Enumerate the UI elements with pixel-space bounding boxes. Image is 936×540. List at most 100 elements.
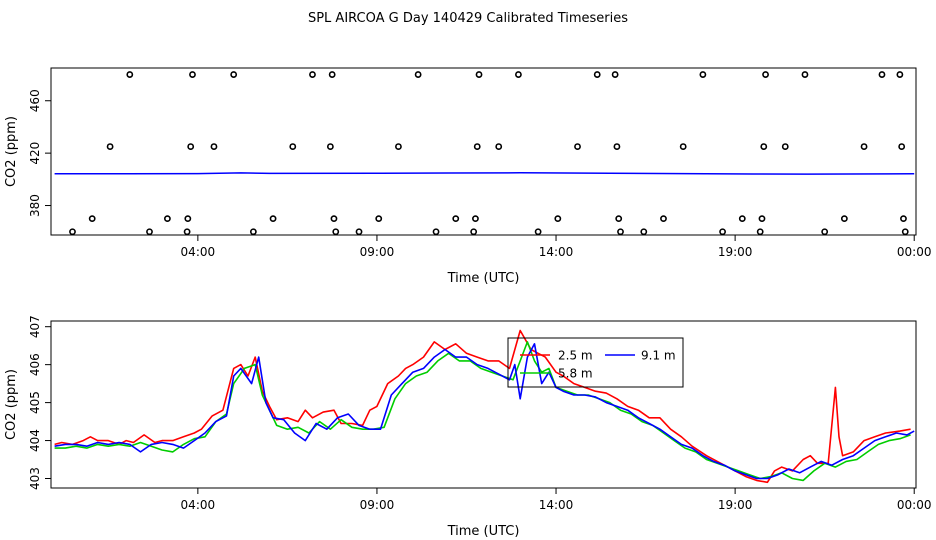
data-point	[617, 228, 624, 236]
data-point	[289, 143, 297, 150]
data-point	[762, 71, 769, 78]
series-line-2-5-m	[54, 329, 911, 484]
data-point	[183, 228, 191, 236]
upper-x-tick-label: 09:00	[360, 245, 395, 259]
data-point	[309, 71, 316, 78]
upper-x-axis: 04:00 09:00 14:00 19:00 00:00	[181, 234, 932, 259]
data-point	[395, 143, 402, 150]
upper-x-tick-label: 04:00	[181, 245, 216, 259]
lower-x-tick-label: 04:00	[181, 498, 216, 512]
legend-label-9-1m: 9.1 m	[641, 349, 676, 363]
lower-x-tick-label: 09:00	[360, 498, 395, 512]
lower-y-tick-label: 404	[28, 429, 42, 452]
lower-plot-area	[54, 329, 915, 484]
data-point	[801, 71, 809, 78]
data-point	[326, 143, 334, 150]
data-point	[475, 71, 483, 78]
upper-y-axis-label: CO2 (ppm)	[4, 116, 19, 187]
data-point	[69, 228, 76, 236]
data-point	[534, 228, 542, 236]
data-point	[660, 215, 667, 223]
lower-y-tick-label: 403	[28, 467, 42, 490]
lower-x-tick-label: 19:00	[718, 498, 753, 512]
data-point	[781, 143, 789, 150]
legend-label-2-5m: 2.5 m	[558, 349, 593, 363]
data-point	[593, 71, 601, 78]
data-point	[758, 215, 766, 223]
data-point	[189, 71, 196, 78]
data-point	[210, 143, 218, 150]
lower-y-axis-label: CO2 (ppm)	[4, 369, 19, 440]
lower-y-axis: 403 404 405 406 407	[28, 315, 52, 490]
data-point	[184, 215, 192, 223]
data-point	[719, 228, 726, 236]
data-point	[355, 228, 363, 236]
data-point	[330, 215, 338, 223]
data-point	[860, 143, 868, 150]
lower-plot-frame	[50, 320, 917, 489]
data-point	[495, 143, 503, 150]
data-point	[432, 228, 440, 236]
data-point	[187, 143, 195, 150]
data-point	[106, 143, 114, 150]
data-point	[452, 215, 460, 223]
data-point	[699, 71, 707, 78]
data-point	[126, 71, 134, 78]
legend: 2.5 m 9.1 m 5.8 m	[507, 337, 684, 388]
data-point	[760, 143, 768, 150]
legend-box	[507, 337, 684, 388]
upper-x-tick-label: 19:00	[718, 245, 753, 259]
data-point	[738, 215, 746, 223]
lower-x-axis-label: Time (UTC)	[447, 524, 520, 539]
data-point	[900, 215, 907, 223]
upper-y-axis: 380 420 460	[28, 89, 52, 217]
data-point	[146, 228, 153, 236]
upper-panel: 380 420 460 04:00 09:00 14:00 19:00 00:00 Time…	[4, 67, 932, 286]
upper-x-tick-label: 00:00	[897, 245, 932, 259]
upper-y-tick-label: 380	[28, 194, 42, 217]
upper-plot-frame	[50, 67, 917, 236]
data-point	[414, 71, 422, 78]
data-point	[473, 143, 481, 150]
series-line-9-1-m	[54, 342, 915, 480]
lower-y-tick-label: 406	[28, 353, 42, 376]
data-point	[554, 215, 562, 223]
lower-y-tick-label: 405	[28, 391, 42, 414]
data-point	[269, 215, 277, 223]
data-point	[611, 71, 619, 78]
upper-plot-area	[54, 71, 915, 236]
upper-x-tick-label: 14:00	[539, 245, 574, 259]
data-point	[574, 143, 581, 150]
upper-y-tick-label: 460	[28, 89, 42, 112]
data-point	[901, 228, 909, 236]
data-point	[164, 215, 171, 223]
series-line-upper	[54, 172, 915, 175]
lower-x-axis: 04:00 09:00 14:00 19:00 00:00	[181, 487, 932, 512]
data-point	[840, 215, 848, 223]
data-point	[249, 228, 257, 236]
data-point	[756, 228, 764, 236]
data-point	[472, 215, 479, 223]
upper-x-axis-label: Time (UTC)	[447, 271, 520, 286]
data-point	[375, 215, 383, 223]
upper-y-tick-label: 420	[28, 142, 42, 165]
data-point	[332, 228, 340, 236]
data-point	[88, 215, 96, 223]
legend-label-5-8m: 5.8 m	[558, 367, 593, 381]
lower-x-tick-label: 14:00	[539, 498, 574, 512]
data-point	[821, 228, 829, 236]
data-point	[328, 71, 336, 78]
data-point	[470, 228, 478, 236]
data-point	[896, 71, 904, 78]
data-point	[613, 143, 621, 150]
data-point	[640, 228, 648, 236]
lower-panel: 403 404 405 406 407 04:00 09:00 14:00 19:00 00:0…	[4, 315, 932, 539]
lower-x-tick-label: 00:00	[897, 498, 932, 512]
data-point	[615, 215, 623, 223]
series-line-5-8-m	[54, 341, 911, 482]
data-point	[878, 71, 886, 78]
lower-y-tick-label: 407	[28, 315, 42, 338]
data-point	[898, 143, 906, 150]
data-point	[679, 143, 687, 150]
